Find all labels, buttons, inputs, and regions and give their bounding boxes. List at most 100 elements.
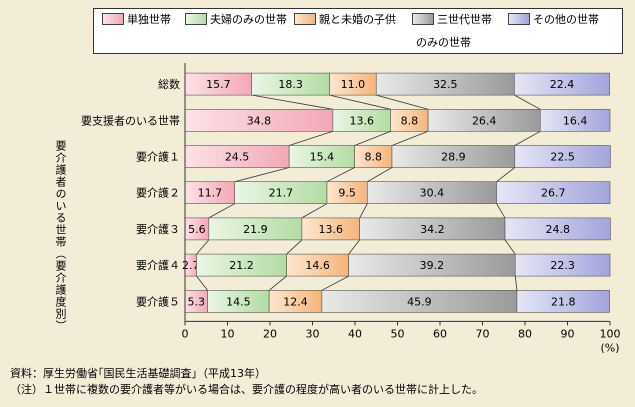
- data-label: 5.3: [188, 295, 206, 308]
- connector-line: [391, 130, 429, 146]
- x-tick-label: 70: [476, 327, 490, 340]
- data-label: 5.6: [188, 223, 206, 236]
- legend-swatch-single: [102, 13, 124, 25]
- data-label: 18.3: [278, 78, 303, 91]
- legend-label-continuation: のみの世帯: [416, 36, 471, 49]
- x-tick-label: 100: [600, 327, 621, 340]
- x-tick-label: 50: [391, 327, 405, 340]
- connector-line: [504, 239, 516, 255]
- data-label: 13.6: [319, 223, 344, 236]
- data-label: 30.4: [420, 187, 445, 200]
- x-axis: 0 10 20 30 40 50 60 70 80 90 100(%): [182, 63, 621, 354]
- x-tick-label: 20: [263, 327, 277, 340]
- x-tick-label: 0: [182, 327, 189, 340]
- footnote: （注）１世帯に複数の要介護者等がいる場合は、要介護の程度が高い者のいる世帯に計上…: [10, 383, 483, 396]
- legend: 単独世帯 夫婦のみの世帯 親と未婚の子供 三世代世帯 その他の世帯 のみの世帯: [93, 8, 623, 54]
- segment-connectors: [196, 94, 541, 291]
- legend-swatch-three-gen: [412, 13, 434, 25]
- connector-line: [251, 94, 333, 110]
- category-label: 要介護４: [136, 258, 180, 272]
- data-label: 34.8: [247, 114, 272, 127]
- connector-line: [268, 275, 287, 291]
- x-tick-label: 90: [561, 327, 575, 340]
- bar-area: 15.7 18.3 11.0 32.5 22.4 34.8 13.6 8.8 26.4 16.4 2…: [182, 72, 611, 313]
- data-label: 13.6: [350, 114, 375, 127]
- data-label: 2.7: [182, 259, 200, 272]
- data-label: 15.4: [310, 151, 335, 164]
- legend-label-parent-child: 親と未婚の子供: [319, 13, 396, 26]
- data-label: 24.8: [545, 223, 570, 236]
- x-unit-label: (%): [600, 341, 619, 354]
- x-tick-label: 30: [306, 327, 320, 340]
- connector-line: [514, 94, 541, 110]
- connector-line: [196, 275, 208, 291]
- x-tick-label: 80: [518, 327, 532, 340]
- data-label: 16.4: [563, 114, 588, 127]
- data-label: 8.8: [401, 114, 419, 127]
- legend-item-single: 単独世帯: [102, 13, 171, 27]
- connector-line: [496, 167, 516, 183]
- category-label: 要介護２: [136, 186, 180, 200]
- source-note: 資料：厚生労働省｢国民生活基礎調査｣（平成13年）: [10, 367, 266, 380]
- data-label: 21.2: [229, 259, 254, 272]
- bar-segment-other: [496, 181, 611, 204]
- notes: 資料：厚生労働省｢国民生活基礎調査｣（平成13年） （注）１世帯に複数の要介護者…: [10, 366, 483, 398]
- legend-item-other: その他の世帯: [508, 13, 599, 27]
- connector-line: [286, 239, 303, 255]
- connector-line: [354, 130, 391, 146]
- connector-line: [196, 239, 210, 255]
- data-label: 21.8: [551, 295, 576, 308]
- data-label: 11.0: [341, 78, 366, 91]
- bar-segment-other: [504, 217, 611, 241]
- data-label: 28.9: [441, 151, 466, 164]
- bar-segment-other: [514, 253, 611, 277]
- bar-segment-other: [516, 289, 610, 313]
- connector-line: [496, 203, 506, 219]
- legend-swatch-couple: [185, 13, 207, 25]
- data-label: 8.8: [365, 151, 383, 164]
- data-label: 26.7: [541, 187, 566, 200]
- data-label: 11.7: [198, 187, 223, 200]
- x-tick-label: 10: [221, 327, 235, 340]
- connector-line: [321, 275, 349, 291]
- data-label: 26.4: [472, 114, 497, 127]
- legend-item-parent-child: 親と未婚の子供: [294, 13, 396, 27]
- connector-line: [289, 130, 334, 146]
- connector-line: [208, 203, 235, 219]
- category-label: 要支援者のいる世帯: [81, 113, 180, 127]
- legend-item-three-gen: 三世代世帯: [412, 13, 492, 27]
- data-label: 39.2: [420, 259, 445, 272]
- legend-label-couple: 夫婦のみの世帯: [210, 13, 287, 26]
- x-tick-label: 60: [433, 327, 447, 340]
- data-label: 22.4: [550, 78, 575, 91]
- data-label: 34.2: [420, 223, 445, 236]
- data-label: 14.6: [305, 259, 330, 272]
- category-label: 要介護１: [136, 150, 180, 164]
- category-label: 総数: [158, 77, 180, 91]
- connector-line: [514, 276, 518, 291]
- connector-line: [326, 167, 355, 183]
- category-label: 要介護３: [136, 222, 180, 236]
- connector-line: [329, 94, 391, 110]
- data-label: 12.4: [283, 295, 308, 308]
- y-axis-title: 要介護者のいる世帯（要介護度別）: [54, 140, 67, 332]
- connector-line: [348, 239, 360, 255]
- data-label: 15.7: [206, 78, 231, 91]
- data-label: 45.9: [407, 295, 432, 308]
- legend-item-couple: 夫婦のみの世帯: [185, 13, 287, 27]
- connector-line: [234, 167, 290, 183]
- data-label: 21.9: [243, 223, 268, 236]
- data-label: 21.7: [269, 187, 294, 200]
- data-label: 22.5: [550, 151, 575, 164]
- data-label: 24.5: [225, 151, 250, 164]
- legend-label-other: その他の世帯: [533, 13, 599, 26]
- data-label: 14.5: [226, 295, 251, 308]
- data-label: 9.5: [338, 187, 356, 200]
- connector-line: [367, 167, 393, 183]
- legend-label-three-gen: 三世代世帯: [437, 13, 492, 26]
- legend-swatch-parent-child: [294, 13, 316, 25]
- x-tick-label: 40: [348, 327, 362, 340]
